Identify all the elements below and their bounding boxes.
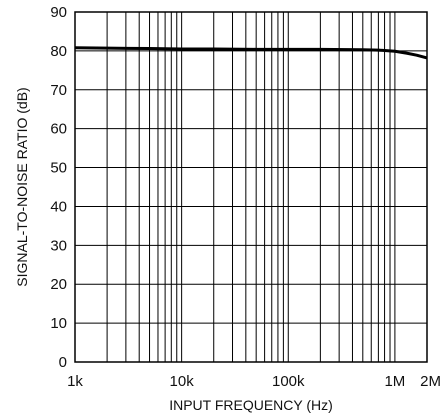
y-tick-labels: 0 10 20 30 40 50 60 70 80 90 [50,4,67,371]
y-tick-label: 60 [50,121,67,138]
y-tick-label: 30 [50,237,67,254]
series-layer [74,46,428,60]
y-tick-label: 40 [50,198,67,215]
x-axis-label: INPUT FREQUENCY (Hz) [169,397,333,413]
y-tick-label: 50 [50,160,67,177]
x-tick-label: 1M [384,373,405,390]
x-tick-label: 1k [67,373,83,390]
x-tick-label: 2M [420,373,441,390]
x-tick-labels: 1k 10k 100k 1M 2M [67,373,441,390]
y-tick-label: 10 [50,315,67,332]
plot-frame [74,11,428,363]
y-tick-label: 20 [50,276,67,293]
y-tick-label: 0 [59,354,67,371]
y-tick-label: 70 [50,82,67,99]
series-line [74,46,428,60]
x-tick-label: 100k [272,373,305,390]
grid [75,12,427,362]
x-tick-label: 10k [170,373,195,390]
y-tick-label: 90 [50,4,67,21]
y-axis-label: SIGNAL-TO-NOISE RATIO (dB) [14,87,30,286]
y-tick-label: 80 [50,43,67,60]
